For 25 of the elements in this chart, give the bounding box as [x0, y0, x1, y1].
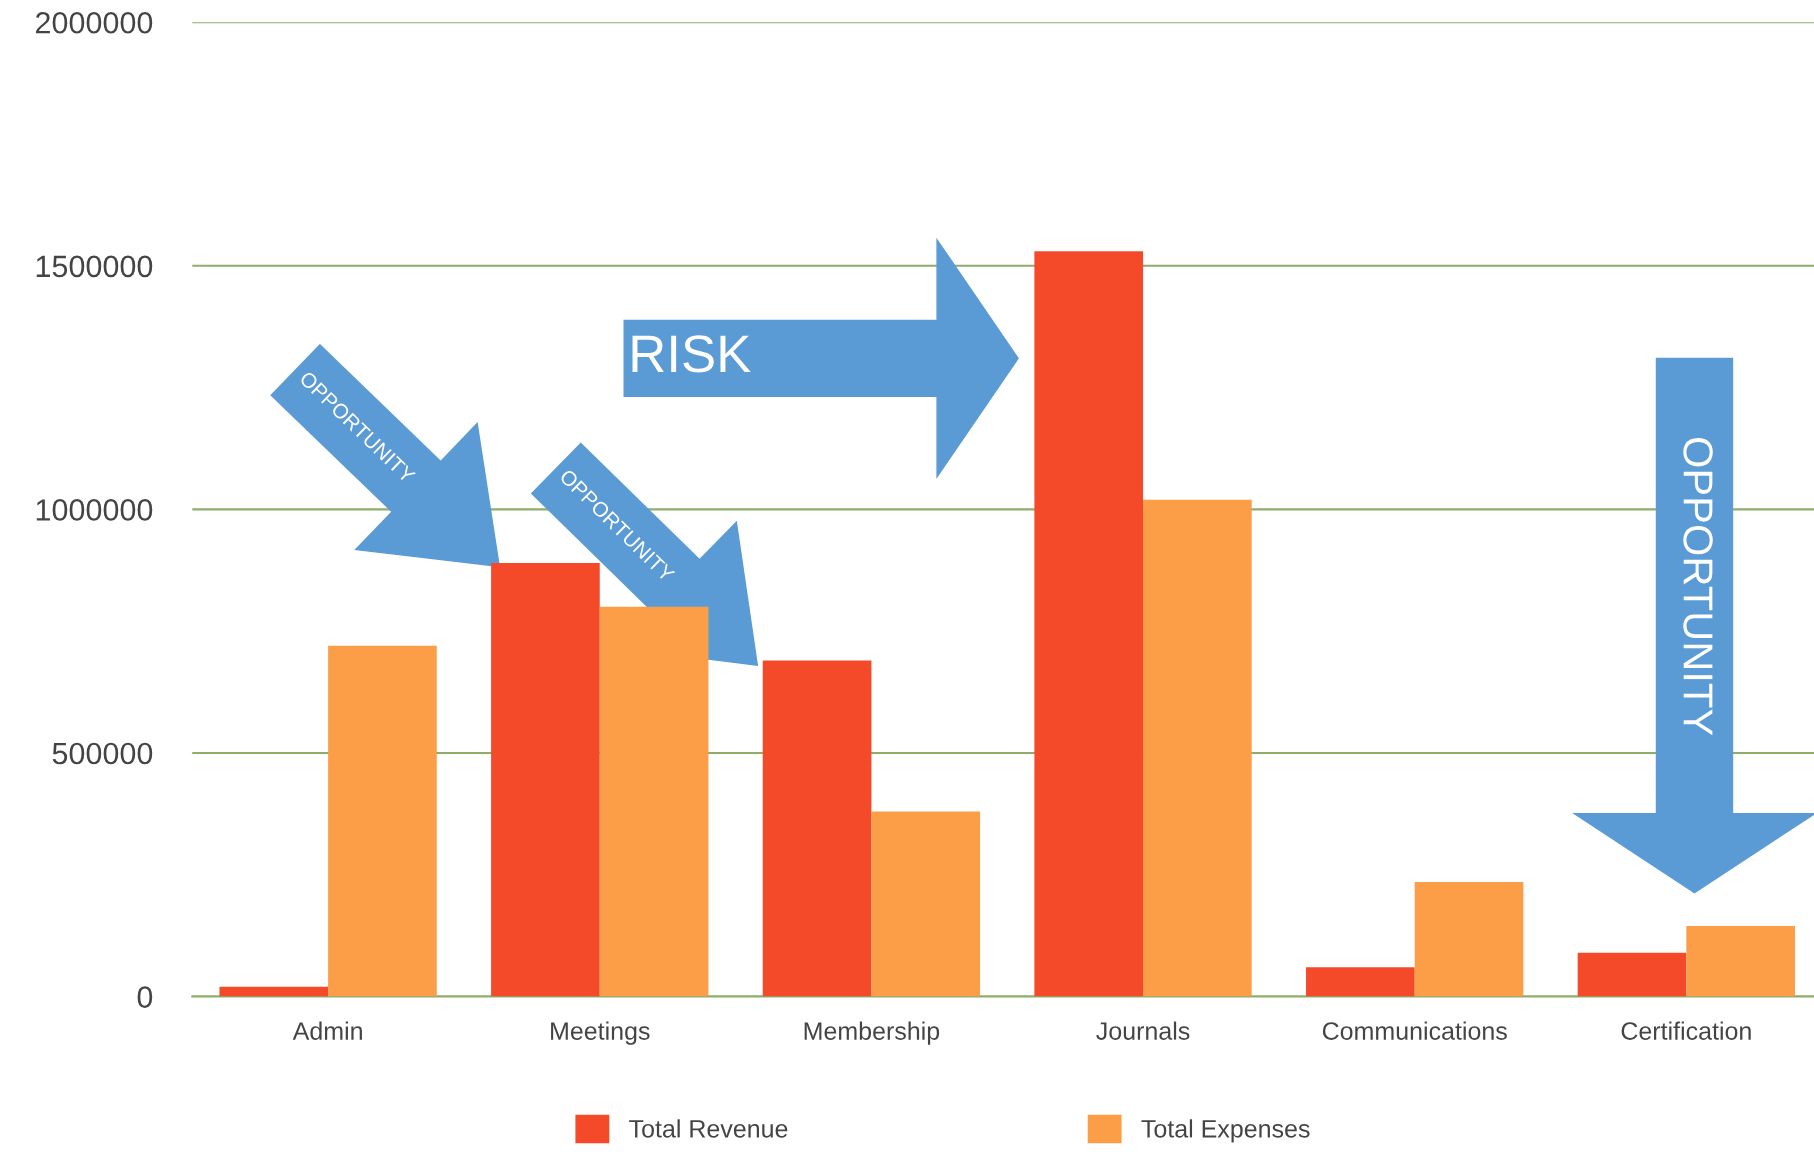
y-tick-label: 2000000: [35, 11, 153, 34]
legend-label: Total Expenses: [1141, 1119, 1310, 1143]
bar: [1143, 499, 1252, 997]
annotation: OPPORTUNITY: [1683, 437, 1713, 736]
bar: [328, 645, 437, 997]
x-tick-label: Certification: [1621, 1021, 1751, 1040]
x-tick-label: Membership: [804, 1021, 940, 1045]
annotation: RISK: [632, 335, 751, 373]
bar: [1577, 952, 1687, 997]
bar: [1414, 882, 1524, 997]
bar: [871, 811, 981, 997]
y-tick-label: 1000000: [36, 499, 153, 521]
x-tick-label: Meetings: [551, 1021, 650, 1045]
bar: [1034, 251, 1144, 997]
legend-label: Total Revenue: [629, 1119, 788, 1138]
x-tick-label: Admin: [292, 1021, 362, 1040]
bar: [762, 660, 872, 997]
x-tick-label: Journals: [1096, 1021, 1190, 1040]
y-tick-label: 500000: [52, 742, 153, 765]
y-tick-label: 1500000: [36, 255, 153, 278]
bar: [1306, 967, 1415, 997]
bar: [219, 986, 329, 997]
x-tick-label: Communications: [1322, 1021, 1507, 1040]
y-tick-label: 0: [137, 986, 153, 1008]
bar: [1686, 925, 1795, 997]
